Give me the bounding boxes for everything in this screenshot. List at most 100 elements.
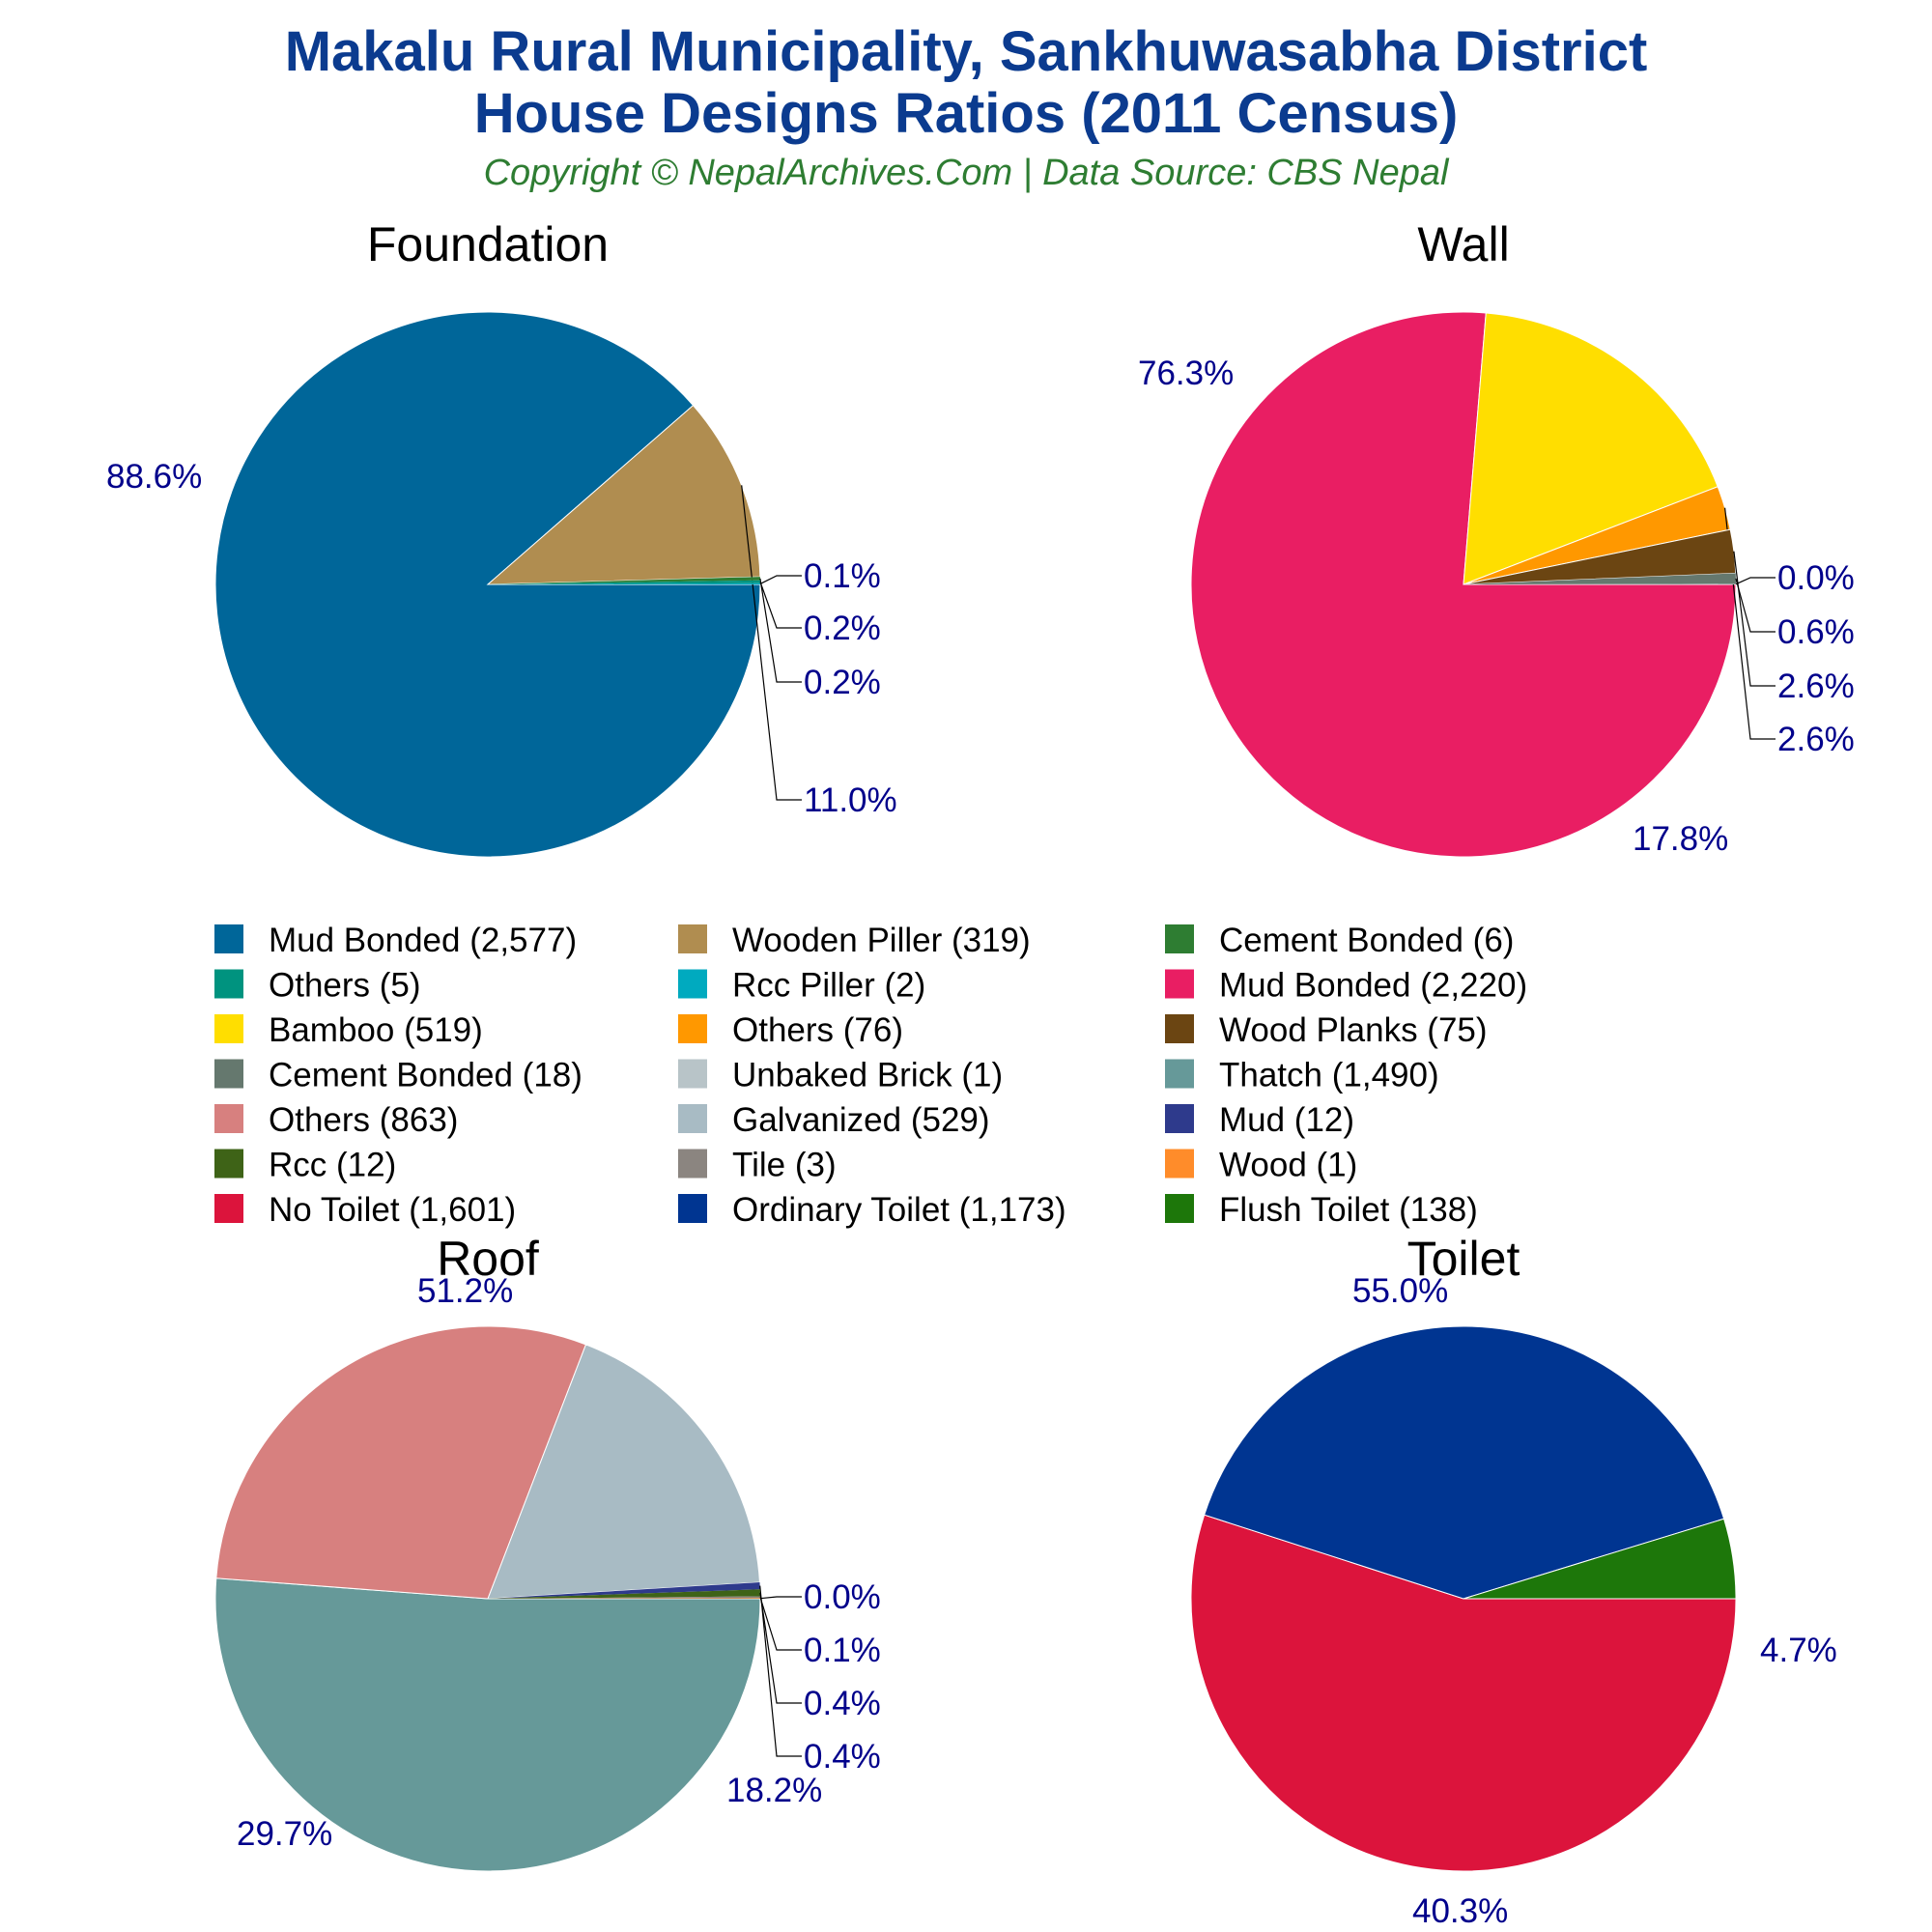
legend-swatch (214, 1104, 243, 1133)
legend-entry: Galvanized (529) (732, 1101, 990, 1139)
legend-swatch (214, 1194, 243, 1223)
title-line-1: Makalu Rural Municipality, Sankhuwasabha… (284, 20, 1648, 83)
pie-slice-rcc (488, 1589, 760, 1599)
pie-title: Roof (437, 1232, 539, 1286)
pie-slice-bamboo (1463, 312, 1719, 585)
legend-entry: Ordinary Toilet (1,173) (732, 1191, 1066, 1229)
legend-entry: Mud Bonded (2,220) (1219, 967, 1527, 1005)
pct-label: 11.0% (804, 781, 897, 819)
pie-slice-flush-toilet (1463, 1518, 1737, 1600)
pie-slice-rcc-piller (488, 582, 761, 584)
chart-title: Makalu Rural Municipality, Sankhuwasabha… (0, 21, 1932, 145)
legend-entry: Mud (12) (1219, 1101, 1354, 1139)
pie-slice-tile (488, 1596, 760, 1599)
legend-swatch (678, 924, 707, 953)
pie-slice-wood (488, 1598, 761, 1599)
legend-swatch (1165, 1014, 1194, 1043)
pct-label: 55.0% (1352, 1272, 1448, 1310)
leader-line (1735, 578, 1776, 633)
pie-title: Toilet (1407, 1232, 1520, 1286)
legend-entry: Others (5) (269, 967, 421, 1005)
pie-slice-others (488, 580, 760, 584)
pie-title: Wall (1417, 217, 1509, 271)
legend-swatch (214, 969, 243, 999)
pie-slice-no-toilet (1190, 1514, 1737, 1872)
pie-slice-thatch (214, 1577, 761, 1872)
pct-label: 40.3% (1412, 1892, 1508, 1930)
pct-label: 0.4% (804, 1738, 881, 1776)
leader-line (759, 1596, 802, 1600)
pct-label: 0.1% (804, 1632, 881, 1669)
chart-subtitle: Copyright © NepalArchives.Com | Data Sou… (483, 153, 1449, 193)
pie-title: Foundation (367, 217, 609, 271)
legend-swatch (214, 1014, 243, 1043)
legend-entry: Wood Planks (75) (1219, 1011, 1488, 1049)
legend-entry: Cement Bonded (18) (269, 1057, 582, 1094)
pie-roof: 51.2%29.7%18.2%0.4%0.4%0.1%0.0% (214, 1272, 881, 1872)
leader-line (1733, 551, 1776, 687)
leader-line (759, 575, 802, 584)
legend-swatch (1165, 1194, 1194, 1223)
leader-line (1724, 507, 1776, 740)
legend-entry: Bamboo (519) (269, 1011, 483, 1049)
leader-line (759, 578, 802, 683)
pie-slice-others (215, 1325, 587, 1600)
pie-foundation: 88.6% 11.0% 0.2% 0.2% 0.1% (106, 311, 897, 858)
pct-label: 0.4% (804, 1685, 881, 1722)
legend-entry: Wooden Piller (319) (732, 922, 1031, 959)
legend-swatch (1165, 1104, 1194, 1133)
legend-entry: Cement Bonded (6) (1219, 922, 1514, 959)
leader-line (759, 1585, 802, 1757)
legend-entry: No Toilet (1,601) (269, 1191, 516, 1229)
pct-label: 0.0% (1777, 559, 1855, 597)
pct-label: 88.6% (106, 458, 202, 496)
legend-swatch (678, 1014, 707, 1043)
pct-label: 2.6% (1777, 721, 1855, 758)
pct-label: 0.6% (1777, 613, 1855, 651)
pie-slice-mud (488, 1581, 760, 1599)
legend-swatch (214, 1059, 243, 1089)
legend-entry: Wood (1) (1219, 1147, 1357, 1184)
legend-swatch (214, 924, 243, 953)
legend-swatch (678, 1149, 707, 1179)
pct-label: 29.7% (237, 1815, 332, 1853)
pct-label: 18.2% (726, 1772, 822, 1809)
leader-line (759, 1592, 802, 1704)
leader-line (759, 1597, 802, 1651)
pct-label: 0.1% (804, 557, 881, 595)
pie-slice-wood-planks (1463, 528, 1737, 585)
pct-label: 76.3% (1138, 355, 1234, 392)
pct-label: 17.8% (1633, 820, 1728, 858)
legend-entry: Unbaked Brick (1) (732, 1057, 1003, 1094)
pie-wall: 76.3% 17.8% 2.6% 2.6% 0.6% 0.0% (1138, 311, 1855, 858)
legend-entry: Others (76) (732, 1011, 903, 1049)
legend-swatch (1165, 969, 1194, 999)
legend-entry: Flush Toilet (138) (1219, 1191, 1478, 1229)
legend-swatch (1165, 1149, 1194, 1179)
leader-line (741, 485, 802, 801)
pie-slice-cement-bonded (1463, 573, 1736, 584)
legend-swatch (1165, 1059, 1194, 1089)
pct-label: 0.2% (804, 610, 881, 647)
pct-label: 4.7% (1760, 1632, 1837, 1669)
pie-toilet: 55.0% 40.3% 4.7% (1190, 1272, 1837, 1930)
pct-label: 2.6% (1777, 668, 1855, 705)
pct-label: 0.2% (804, 664, 881, 701)
legend-entry: Rcc (12) (269, 1147, 396, 1184)
legend-swatch (1165, 924, 1194, 953)
leader-line (759, 582, 802, 629)
legend-swatch (678, 969, 707, 999)
pct-label: 51.2% (417, 1272, 513, 1310)
title-line-2: House Designs Ratios (2011 Census) (473, 82, 1459, 145)
legend-entry: Thatch (1,490) (1219, 1057, 1439, 1094)
legend-swatch (214, 1149, 243, 1179)
pie-slice-unbaked-brick (1463, 583, 1736, 584)
pie-slice-ordinary-toilet (1204, 1325, 1725, 1600)
leader-line (1735, 577, 1776, 585)
legend: Mud Bonded (2,577) Wooden Piller (319) Cem… (214, 922, 1527, 1229)
pie-slice-galvanized (487, 1344, 761, 1600)
legend-swatch (678, 1059, 707, 1089)
legend-entry: Others (863) (269, 1101, 458, 1139)
legend-entry: Rcc Piller (2) (732, 967, 925, 1005)
